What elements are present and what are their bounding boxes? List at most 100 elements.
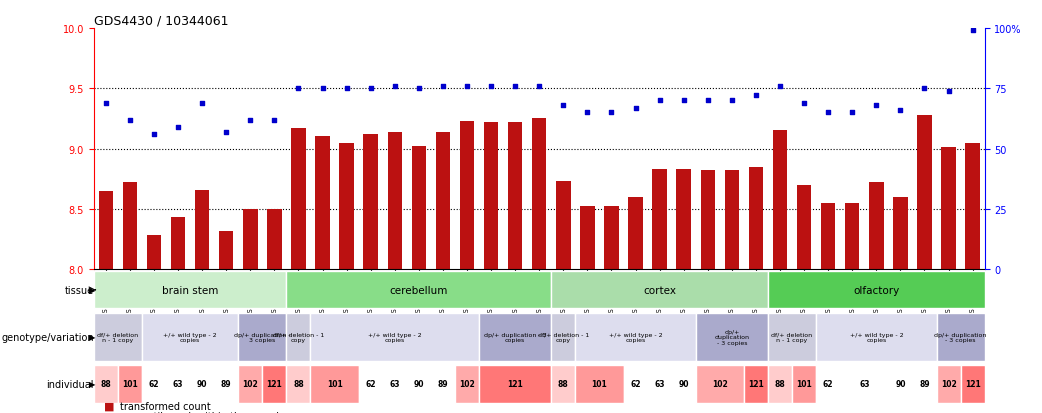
- Text: 101: 101: [592, 380, 607, 389]
- Point: [530, 83, 548, 90]
- Bar: [700, 171, 715, 269]
- Point: [747, 93, 764, 100]
- Bar: [147, 236, 162, 269]
- FancyBboxPatch shape: [816, 313, 937, 361]
- Text: 62: 62: [630, 380, 641, 389]
- Bar: [821, 203, 836, 269]
- Bar: [219, 231, 233, 269]
- Point: [723, 98, 740, 104]
- Text: ▶: ▶: [89, 380, 95, 389]
- Point: [387, 83, 403, 90]
- FancyBboxPatch shape: [937, 366, 961, 403]
- Text: 63: 63: [859, 380, 869, 389]
- FancyBboxPatch shape: [768, 366, 792, 403]
- Text: 63: 63: [390, 380, 400, 389]
- Bar: [869, 183, 884, 269]
- Text: genotype/variation: genotype/variation: [1, 332, 94, 342]
- Point: [194, 100, 210, 107]
- FancyBboxPatch shape: [479, 366, 551, 403]
- Point: [820, 110, 837, 116]
- FancyBboxPatch shape: [142, 366, 166, 403]
- Text: dp/+ duplication
- 3 copies: dp/+ duplication - 3 copies: [935, 332, 987, 342]
- FancyBboxPatch shape: [239, 366, 263, 403]
- Point: [699, 98, 716, 104]
- Bar: [604, 207, 619, 269]
- FancyBboxPatch shape: [118, 366, 142, 403]
- Bar: [267, 209, 281, 269]
- Text: 102: 102: [941, 380, 957, 389]
- Point: [315, 86, 331, 93]
- Bar: [773, 131, 788, 269]
- Text: ■: ■: [104, 411, 115, 413]
- FancyBboxPatch shape: [94, 271, 287, 309]
- FancyBboxPatch shape: [623, 366, 647, 403]
- Point: [98, 100, 115, 107]
- FancyBboxPatch shape: [961, 366, 985, 403]
- Bar: [123, 183, 138, 269]
- Bar: [556, 182, 571, 269]
- FancyBboxPatch shape: [792, 366, 816, 403]
- Bar: [507, 123, 522, 269]
- FancyBboxPatch shape: [94, 366, 118, 403]
- Bar: [966, 143, 979, 269]
- Text: 101: 101: [796, 380, 812, 389]
- Bar: [941, 148, 956, 269]
- FancyBboxPatch shape: [263, 366, 287, 403]
- Point: [339, 86, 355, 93]
- FancyBboxPatch shape: [696, 366, 744, 403]
- Text: +/+ wild type - 2
copies: +/+ wild type - 2 copies: [164, 332, 217, 342]
- Bar: [652, 170, 667, 269]
- Text: 89: 89: [919, 380, 929, 389]
- Text: tissue: tissue: [65, 285, 94, 295]
- FancyBboxPatch shape: [382, 366, 406, 403]
- Bar: [724, 171, 739, 269]
- Text: 88: 88: [100, 380, 111, 389]
- Point: [603, 110, 620, 116]
- Text: ▶: ▶: [89, 332, 95, 342]
- Point: [579, 110, 596, 116]
- Bar: [460, 121, 474, 269]
- Point: [435, 83, 451, 90]
- FancyBboxPatch shape: [768, 271, 985, 309]
- Text: 90: 90: [414, 380, 424, 389]
- Text: dp/+
duplication
- 3 copies: dp/+ duplication - 3 copies: [715, 329, 749, 345]
- Text: 88: 88: [774, 380, 786, 389]
- Point: [506, 83, 523, 90]
- Bar: [628, 197, 643, 269]
- FancyBboxPatch shape: [551, 366, 575, 403]
- Text: 102: 102: [243, 380, 258, 389]
- Bar: [412, 147, 426, 269]
- Bar: [291, 129, 305, 269]
- Text: 102: 102: [460, 380, 475, 389]
- Bar: [532, 119, 546, 269]
- Point: [844, 110, 861, 116]
- Point: [266, 117, 282, 123]
- Text: ■: ■: [104, 401, 115, 411]
- FancyBboxPatch shape: [311, 313, 479, 361]
- FancyBboxPatch shape: [551, 313, 575, 361]
- Text: df/+ deletion - 1
copy: df/+ deletion - 1 copy: [273, 332, 324, 342]
- Text: 102: 102: [712, 380, 727, 389]
- FancyBboxPatch shape: [358, 366, 382, 403]
- Text: percentile rank within the sample: percentile rank within the sample: [120, 411, 284, 413]
- Text: 121: 121: [507, 380, 523, 389]
- Point: [170, 124, 187, 131]
- Bar: [676, 170, 691, 269]
- FancyBboxPatch shape: [239, 313, 287, 361]
- Point: [146, 131, 163, 138]
- Bar: [749, 167, 763, 269]
- Text: 121: 121: [267, 380, 282, 389]
- FancyBboxPatch shape: [551, 271, 768, 309]
- Bar: [436, 132, 450, 269]
- Text: 90: 90: [197, 380, 207, 389]
- Text: df/+ deletion - 1
copy: df/+ deletion - 1 copy: [538, 332, 589, 342]
- Text: dp/+ duplication -
3 copies: dp/+ duplication - 3 copies: [234, 332, 291, 342]
- FancyBboxPatch shape: [215, 366, 239, 403]
- Bar: [580, 207, 595, 269]
- FancyBboxPatch shape: [479, 313, 551, 361]
- Bar: [340, 143, 354, 269]
- FancyBboxPatch shape: [166, 366, 190, 403]
- Point: [555, 102, 572, 109]
- Text: 121: 121: [748, 380, 764, 389]
- Bar: [917, 116, 932, 269]
